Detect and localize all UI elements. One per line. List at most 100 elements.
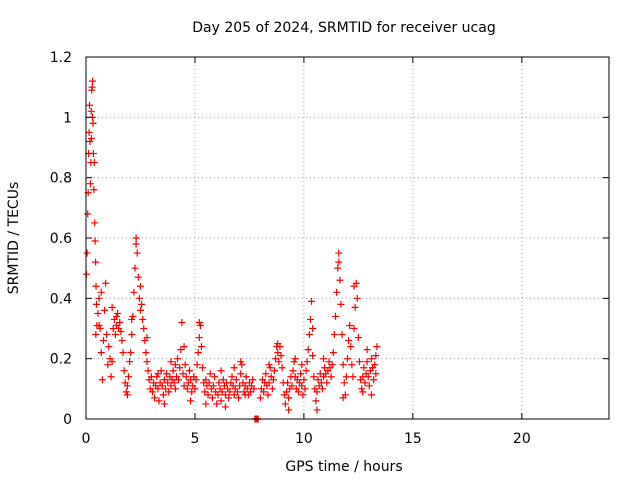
data-point xyxy=(262,370,270,378)
data-point xyxy=(268,385,276,393)
data-point xyxy=(86,180,94,188)
data-point xyxy=(124,373,132,381)
data-point xyxy=(260,388,268,396)
data-point xyxy=(102,279,110,287)
data-point xyxy=(209,382,217,390)
data-point xyxy=(167,358,175,366)
data-point xyxy=(180,343,188,351)
data-point xyxy=(99,337,107,345)
data-point xyxy=(289,367,297,375)
data-point xyxy=(94,309,102,317)
data-point xyxy=(309,325,317,332)
data-point xyxy=(85,128,93,136)
data-point xyxy=(96,325,104,332)
data-point xyxy=(303,358,311,366)
data-point xyxy=(265,379,273,387)
data-point xyxy=(175,376,183,384)
data-point xyxy=(118,337,126,345)
data-point xyxy=(241,391,249,399)
data-point xyxy=(336,276,344,284)
data-point xyxy=(201,388,209,396)
data-point xyxy=(119,349,127,357)
data-point xyxy=(180,382,188,390)
data-point xyxy=(305,331,313,339)
data-point xyxy=(243,385,251,393)
data-point xyxy=(349,373,357,381)
x-tick-label: 20 xyxy=(513,431,531,447)
data-point xyxy=(365,382,373,390)
data-point xyxy=(107,373,115,381)
data-point xyxy=(202,400,210,408)
data-point xyxy=(272,355,280,363)
data-point xyxy=(367,355,375,363)
data-point xyxy=(204,391,212,399)
data-point xyxy=(247,388,255,396)
data-point xyxy=(358,385,366,393)
data-point xyxy=(195,334,203,342)
data-point xyxy=(181,361,189,369)
data-point xyxy=(347,343,355,351)
data-point xyxy=(157,367,165,375)
data-point xyxy=(332,312,340,320)
data-point xyxy=(372,370,380,378)
data-point xyxy=(318,385,326,393)
data-point xyxy=(154,385,162,393)
data-point xyxy=(339,394,347,402)
data-point xyxy=(237,370,245,378)
data-point xyxy=(299,391,307,399)
data-point xyxy=(297,370,305,378)
data-point xyxy=(95,294,103,302)
data-point xyxy=(310,373,318,381)
data-point xyxy=(232,376,240,384)
data-point xyxy=(158,382,166,390)
data-point xyxy=(256,394,264,402)
data-point xyxy=(370,376,378,384)
data-point xyxy=(301,385,309,393)
data-point xyxy=(264,391,272,399)
data-point xyxy=(142,349,150,357)
data-point xyxy=(143,358,151,366)
data-point xyxy=(309,352,317,360)
data-point xyxy=(288,382,296,390)
data-point xyxy=(314,376,322,384)
data-point xyxy=(338,331,346,339)
data-point xyxy=(363,346,371,354)
data-point xyxy=(194,349,202,357)
data-point xyxy=(230,364,238,372)
data-point xyxy=(178,318,186,326)
data-point xyxy=(148,388,156,396)
data-point xyxy=(182,373,190,381)
data-point xyxy=(171,361,179,369)
data-point xyxy=(221,403,229,411)
data-point xyxy=(277,352,285,360)
data-points xyxy=(82,77,381,423)
data-point xyxy=(353,294,361,302)
x-axis-label: GPS time / hours xyxy=(285,459,402,475)
data-point xyxy=(122,388,130,396)
data-point xyxy=(269,376,277,384)
data-point xyxy=(127,349,135,357)
data-point xyxy=(230,391,238,399)
data-point xyxy=(373,343,381,351)
data-point xyxy=(165,388,173,396)
data-point xyxy=(371,361,379,369)
data-point xyxy=(162,385,170,393)
data-point xyxy=(313,388,321,396)
data-point xyxy=(123,382,131,390)
data-point xyxy=(164,379,172,387)
data-point xyxy=(213,400,221,408)
data-point xyxy=(354,334,362,342)
data-point xyxy=(228,373,236,381)
data-point xyxy=(335,258,343,266)
data-point xyxy=(329,349,337,357)
data-point xyxy=(153,373,161,381)
data-point xyxy=(282,388,290,396)
data-point xyxy=(320,355,328,363)
axis-ticks: 0 5 10 15 20 0 0.2 0.4 0.6 0.8 1 1.2 xyxy=(50,50,609,447)
data-point xyxy=(361,379,369,387)
data-point xyxy=(202,376,210,384)
data-point xyxy=(97,349,105,357)
data-point xyxy=(298,361,306,369)
y-tick-label: 0.8 xyxy=(50,171,72,187)
x-tick-label: 0 xyxy=(82,431,91,447)
